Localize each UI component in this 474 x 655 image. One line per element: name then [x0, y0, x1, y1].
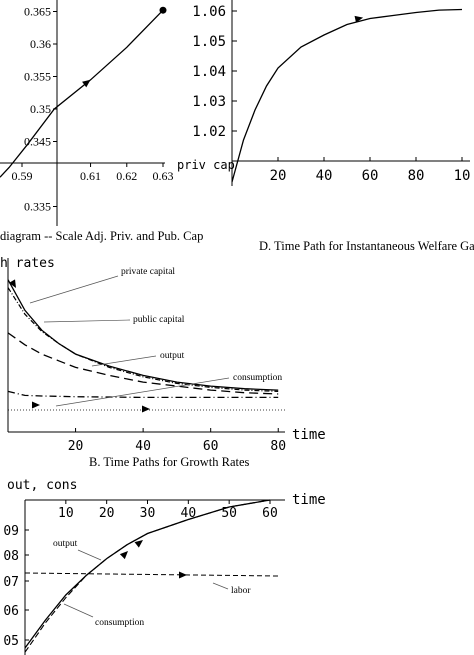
x-tick-label: 80	[408, 168, 425, 184]
y-tick-label: 1.05	[192, 34, 226, 50]
y-tick-label: 0.36	[30, 37, 51, 51]
x-tick-label: 0.59	[12, 169, 33, 183]
annotation-leader	[212, 582, 229, 590]
y-tick-label: 09	[3, 524, 19, 539]
x-tick-label: 60	[262, 506, 278, 521]
x-tick-label: 30	[140, 506, 156, 521]
y-tick-label: 0.35	[30, 102, 51, 116]
series-line	[231, 8, 463, 183]
y-axis-label: h rates	[0, 256, 55, 271]
x-tick-label: 40	[181, 506, 197, 521]
x-tick-label: 0.62	[116, 169, 137, 183]
series-line	[24, 499, 271, 653]
direction-arrow	[134, 540, 143, 548]
direction-arrow	[179, 571, 187, 579]
direction-arrow	[354, 15, 364, 23]
annotation-label: private capital	[121, 267, 175, 277]
x-tick-label: 60	[362, 168, 379, 184]
series-line	[7, 287, 279, 392]
annotation-leader	[77, 549, 102, 561]
series-line	[7, 332, 279, 395]
series-line	[24, 572, 279, 577]
y-axis-label: out, cons	[7, 478, 77, 493]
annotation-leader	[29, 275, 119, 304]
y-tick-label: 07	[3, 575, 19, 590]
x-tick-label: 20	[270, 168, 287, 184]
caption: B. Time Paths for Growth Rates	[89, 455, 250, 469]
direction-arrow	[8, 279, 16, 288]
y-tick-label: 1.06	[192, 4, 226, 20]
x-axis-label: time	[292, 427, 326, 443]
x-tick-label: 10	[454, 168, 471, 184]
x-tick-label: 40	[135, 439, 151, 454]
direction-arrow	[32, 401, 40, 409]
annotation-leader	[43, 319, 131, 323]
y-tick-label: 1.02	[192, 124, 226, 140]
annotation-label: labor	[231, 586, 251, 596]
y-tick-label: 0.365	[24, 5, 51, 19]
direction-arrow	[82, 79, 91, 88]
annotation-leader	[63, 603, 94, 618]
y-tick-label: 05	[3, 634, 19, 649]
y-tick-label: 1.03	[192, 94, 226, 110]
x-tick-label: 20	[99, 506, 115, 521]
x-tick-label: 10	[58, 506, 74, 521]
y-tick-label: 0.335	[24, 200, 51, 214]
x-tick-label: 60	[203, 439, 219, 454]
endpoint-dot	[159, 6, 167, 14]
annotation-leader	[91, 355, 157, 367]
x-axis-label: priv cap	[177, 158, 235, 172]
x-tick-label: 40	[316, 168, 333, 184]
direction-arrow	[142, 405, 150, 413]
caption: diagram -- Scale Adj. Priv. and Pub. Cap	[0, 229, 203, 243]
y-tick-label: 06	[3, 604, 19, 619]
y-tick-label: 0.345	[24, 135, 51, 149]
caption: D. Time Path for Instantaneous Welfare G…	[259, 239, 474, 253]
x-axis-label: time	[292, 492, 326, 508]
y-tick-label: 08	[3, 549, 19, 564]
x-tick-label: 80	[270, 439, 286, 454]
series-line	[7, 390, 279, 399]
y-tick-label: 1.04	[192, 64, 226, 80]
series-line	[7, 279, 279, 391]
series-line	[0, 9, 164, 178]
x-tick-label: 20	[68, 439, 84, 454]
y-tick-label: 0.355	[24, 70, 51, 84]
direction-arrow	[119, 551, 128, 560]
annotation-label: consumption	[233, 373, 282, 383]
x-tick-label: 50	[221, 506, 237, 521]
annotation-label: consumption	[95, 618, 144, 628]
annotation-label: public capital	[133, 315, 185, 325]
x-tick-label: 0.63	[153, 169, 174, 183]
annotation-label: output	[160, 351, 185, 361]
annotation-leader	[55, 377, 230, 407]
annotation-label: output	[53, 539, 78, 549]
x-tick-label: 0.61	[80, 169, 101, 183]
